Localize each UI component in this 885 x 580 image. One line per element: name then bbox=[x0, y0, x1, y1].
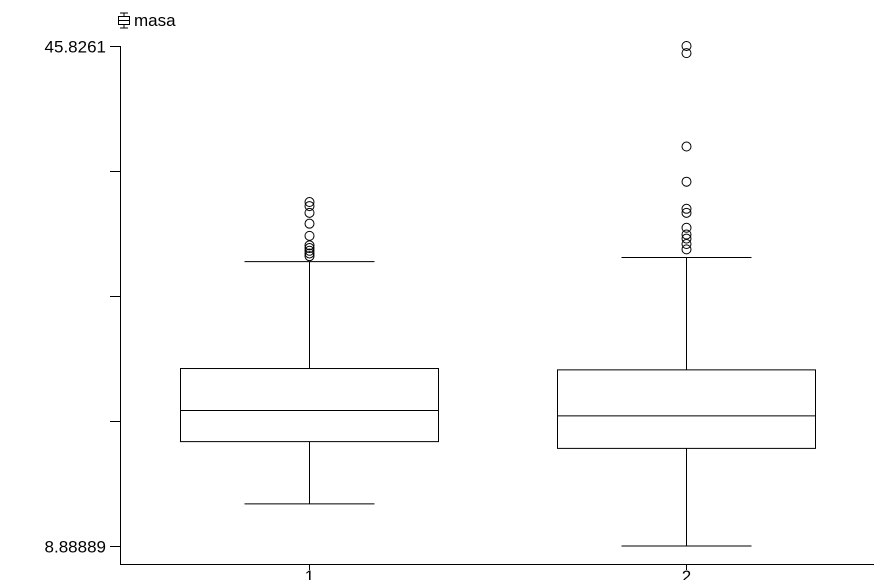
outlier-point bbox=[304, 197, 315, 208]
outlier-point bbox=[304, 201, 315, 212]
outlier-point bbox=[681, 207, 692, 218]
y-tick-label: 8.88889 bbox=[45, 538, 106, 557]
x-tick-label: 2 bbox=[682, 567, 691, 580]
box-1 bbox=[180, 197, 439, 505]
outlier-point bbox=[304, 207, 315, 218]
outlier-point bbox=[681, 233, 692, 244]
boxes bbox=[180, 41, 816, 547]
iqr-box bbox=[557, 369, 816, 449]
outlier-point bbox=[304, 243, 315, 254]
legend-label: masa bbox=[134, 11, 176, 30]
outlier-point bbox=[304, 251, 315, 262]
y-tick-label: 45.8261 bbox=[45, 38, 106, 57]
outlier-point bbox=[681, 203, 692, 214]
outlier-point bbox=[304, 218, 315, 229]
outlier-point bbox=[304, 248, 315, 259]
outlier-point bbox=[304, 230, 315, 241]
x-tick-label: 1 bbox=[305, 567, 314, 580]
outlier-point bbox=[681, 244, 692, 255]
outlier-point bbox=[681, 141, 692, 152]
y-axis-ticks: 8.88889 45.8261 bbox=[45, 38, 120, 557]
outlier-point bbox=[681, 48, 692, 59]
outlier-point bbox=[681, 41, 692, 51]
outlier-point bbox=[304, 245, 315, 256]
box-2 bbox=[557, 41, 816, 547]
legend: masa bbox=[118, 11, 176, 30]
outlier-point bbox=[681, 229, 692, 240]
boxplot-icon bbox=[118, 12, 130, 29]
outlier-point bbox=[681, 222, 692, 233]
outlier-point bbox=[681, 176, 692, 187]
iqr-box bbox=[180, 368, 439, 443]
outlier-point bbox=[681, 238, 692, 249]
